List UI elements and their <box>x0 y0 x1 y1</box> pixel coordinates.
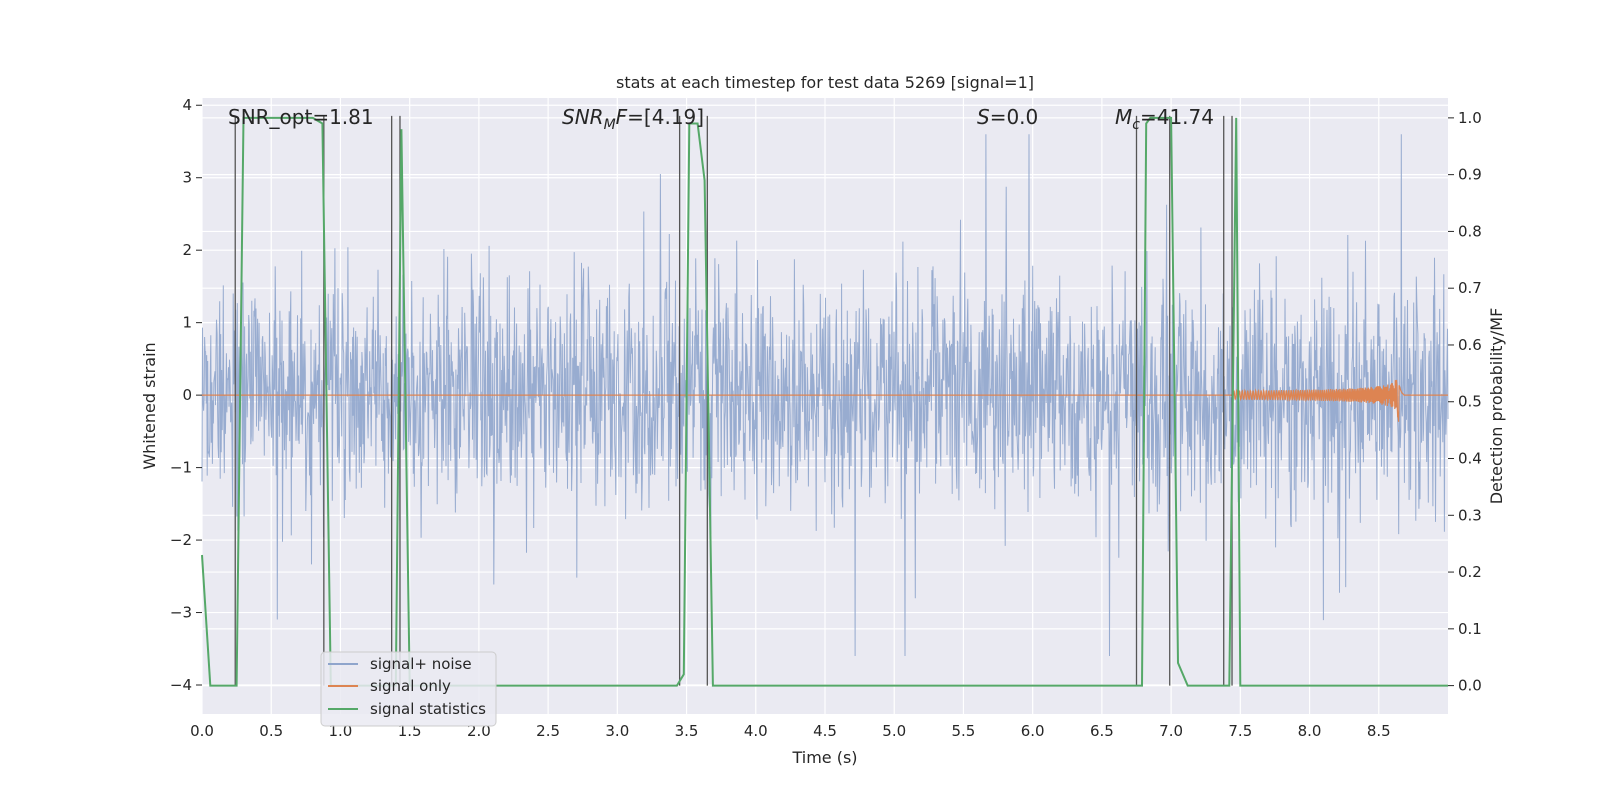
vertical-markers <box>234 115 1233 686</box>
y-tick-label: −3 <box>170 604 192 622</box>
y-tick-label: −4 <box>170 676 192 694</box>
snr-mf-sub: M <box>604 117 616 133</box>
y-tick-label: 1 <box>182 314 192 332</box>
y2-axis-label: Detection probability/MF <box>1487 308 1506 505</box>
y2-tick-label: 0.8 <box>1458 222 1482 240</box>
annotation-s: S=0.0 <box>977 105 1038 129</box>
x-tick-label: 8.0 <box>1298 722 1322 740</box>
snr-mf-italic: SNR <box>562 105 604 129</box>
legend-box <box>320 651 497 727</box>
x-tick-label: 5.0 <box>882 722 906 740</box>
x-tick-label: 2.5 <box>536 722 560 740</box>
snr-mf-f: F <box>616 105 628 129</box>
snr-mf-value: =[4.19] <box>627 105 704 129</box>
ticks: 0.0 0.5 1.0 1.5 2.0 2.5 3.0 3.5 4.0 4.5 5.0 5.5 6.0 6… <box>170 96 1482 740</box>
x-tick-label: 3.5 <box>675 722 699 740</box>
y-tick-label: 0 <box>182 386 192 404</box>
y2-tick-label: 1.0 <box>1458 109 1482 127</box>
mc-italic: M <box>1115 105 1132 129</box>
legend-label-stats: signal statistics <box>370 700 486 718</box>
y-tick-label: 3 <box>182 169 192 187</box>
y-tick-label: 4 <box>182 96 192 114</box>
x-tick-label: 5.5 <box>952 722 976 740</box>
y2-tick-label: 0.2 <box>1458 563 1482 581</box>
y2-tick-label: 0.6 <box>1458 336 1482 354</box>
mc-value: =41.74 <box>1140 105 1214 129</box>
x-tick-label: 7.0 <box>1159 722 1183 740</box>
stats-series <box>201 116 1448 687</box>
mc-sub: c <box>1132 117 1140 133</box>
legend: signal+ noise signal only signal statist… <box>320 651 497 727</box>
y2-tick-label: 0.9 <box>1458 166 1482 184</box>
x-tick-label: 6.0 <box>1021 722 1045 740</box>
annotation-snr-opt: SNR_opt=1.81 <box>228 105 374 129</box>
y2-tick-label: 0.5 <box>1458 393 1482 411</box>
x-tick-label: 3.0 <box>605 722 629 740</box>
y2-tick-label: 0.1 <box>1458 620 1482 638</box>
x-tick-label: 8.5 <box>1367 722 1391 740</box>
y2-tick-label: 0.3 <box>1458 506 1482 524</box>
y-tick-label: 2 <box>182 241 192 259</box>
signal-series <box>202 379 1448 422</box>
x-tick-label: 0.5 <box>259 722 283 740</box>
y2-tick-label: 0.7 <box>1458 279 1482 297</box>
s-italic: S <box>977 105 990 129</box>
x-tick-label: 0.0 <box>190 722 214 740</box>
x-tick-label: 4.0 <box>744 722 768 740</box>
legend-label-signal: signal only <box>370 677 451 695</box>
annotation-mc: Mc=41.74 <box>1115 105 1214 133</box>
chart-title: stats at each timestep for test data 526… <box>616 73 1034 92</box>
legend-label-noise: signal+ noise <box>370 655 472 673</box>
signal-line <box>202 379 1448 422</box>
y-axis-label: Whitened strain <box>140 342 159 469</box>
annotation-snr-mf: SNRMF=[4.19] <box>562 105 704 133</box>
y-tick-label: −1 <box>170 459 192 477</box>
y2-tick-label: 0.4 <box>1458 450 1482 468</box>
x-tick-label: 4.5 <box>813 722 837 740</box>
s-value: =0.0 <box>990 105 1039 129</box>
x-axis-label: Time (s) <box>791 748 857 767</box>
stats-line <box>201 116 1448 687</box>
x-tick-label: 6.5 <box>1090 722 1114 740</box>
y2-tick-label: 0.0 <box>1458 677 1482 695</box>
y-tick-label: −2 <box>170 531 192 549</box>
x-tick-label: 7.5 <box>1228 722 1252 740</box>
